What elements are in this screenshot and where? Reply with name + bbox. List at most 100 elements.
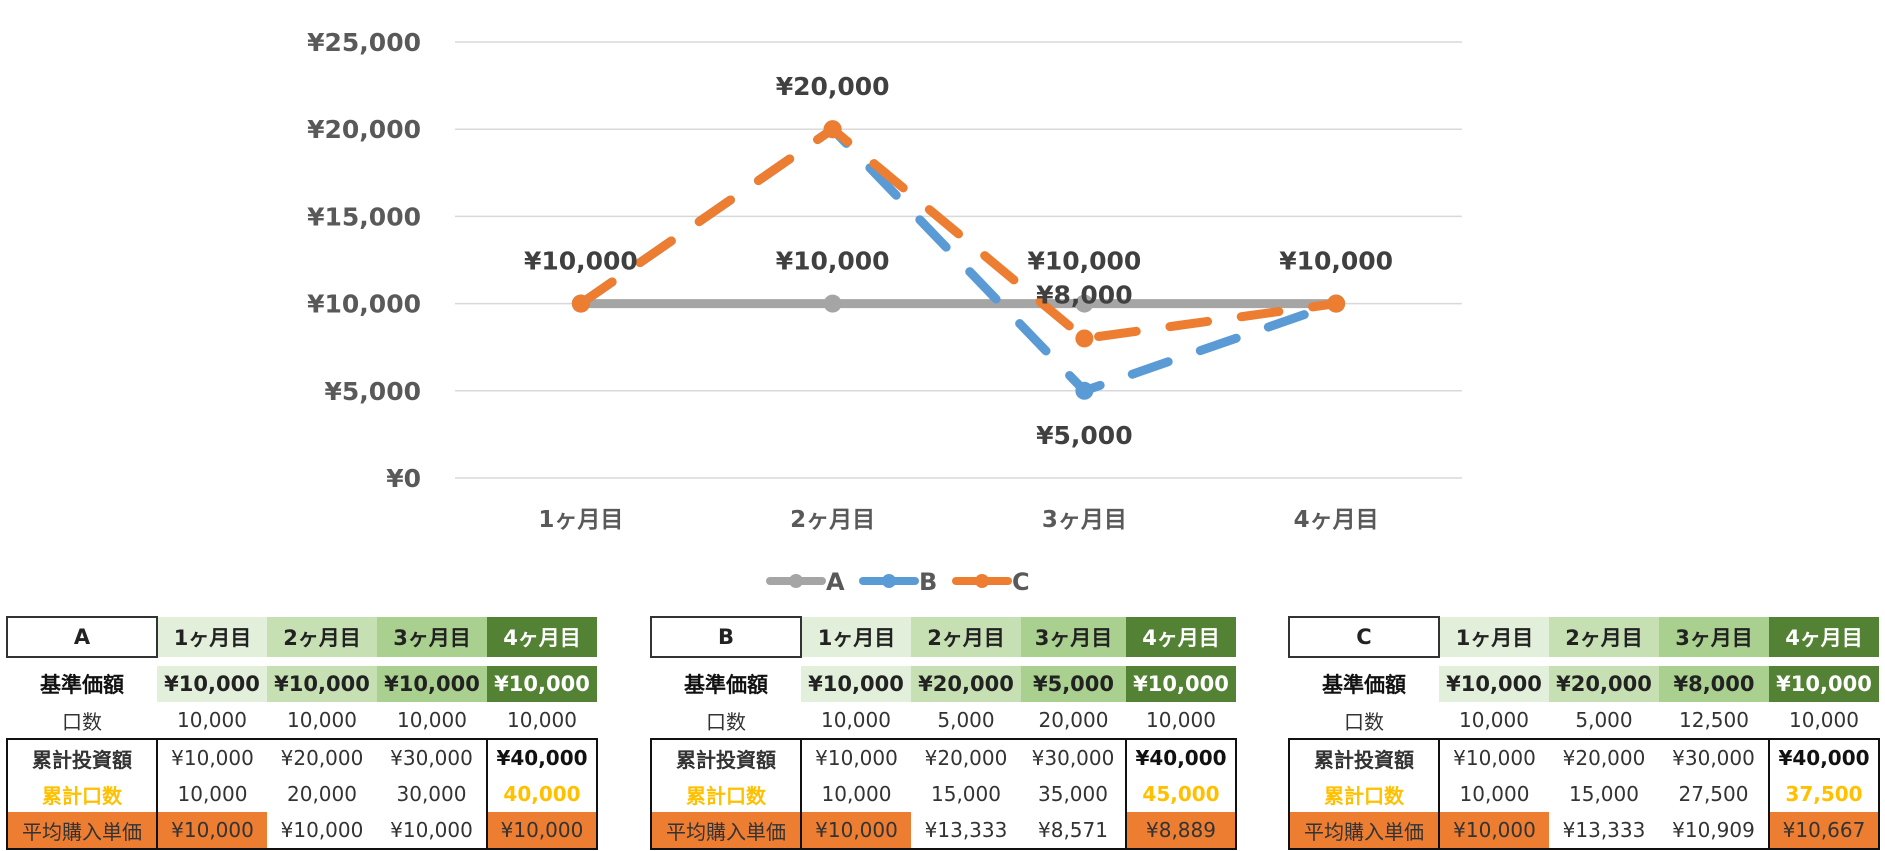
kuchi-cell: 10,000 (287, 708, 357, 732)
ruiku-cell: 27,500 (1678, 782, 1749, 806)
data-point-c (823, 120, 842, 139)
kijun-cell: ¥20,000 (911, 666, 1021, 702)
x-tick-label: 1ヶ月目 (538, 507, 623, 533)
kijun-cell: ¥8,000 (1659, 666, 1769, 702)
kijun-cell: ¥5,000 (1021, 666, 1126, 702)
ruikei-cell: ¥20,000 (267, 738, 377, 776)
month-header: 2ヶ月目 (911, 617, 1021, 657)
series-points (571, 120, 1346, 400)
kijun-cell: ¥10,000 (1439, 666, 1549, 702)
data-point-a (823, 294, 842, 313)
ruikei-cell: ¥40,000 (1125, 738, 1237, 776)
ruiku-cell: 35,000 (1038, 782, 1108, 806)
series-lines (576, 124, 1341, 396)
series-line-b (576, 124, 1341, 396)
row-label-kuchi: 口数 (706, 709, 746, 734)
ruiku-cell: 45,000 (1125, 776, 1237, 812)
data-label-c: ¥10,000 (1279, 247, 1393, 276)
kuchi-cell: 20,000 (1038, 708, 1109, 732)
avg-cell: ¥8,889 (1125, 812, 1237, 850)
table-title: C (1288, 616, 1440, 658)
ruiku-cell: 15,000 (931, 782, 1001, 806)
ruikei-cell: ¥20,000 (1549, 738, 1659, 776)
kijun-cell: ¥10,000 (377, 666, 487, 702)
ruiku-cell: 15,000 (1569, 782, 1639, 806)
kuchi-cell: 10,000 (1789, 708, 1859, 732)
row-label-kuchi: 口数 (62, 709, 102, 734)
kijun-cell: ¥10,000 (487, 666, 597, 702)
legend-label-c: C (1012, 568, 1030, 596)
data-point-c (571, 294, 590, 313)
ruiku-cell: 10,000 (177, 782, 248, 806)
month-header: 3ヶ月目 (377, 617, 487, 657)
ruiku-cell: 20,000 (287, 782, 357, 806)
data-labels: ¥10,000 ¥10,000 ¥5,000 ¥10,000 ¥20,000 ¥8,000… (524, 72, 1393, 450)
avg-cell: ¥10,667 (1768, 812, 1880, 850)
ruiku-cell: 40,000 (486, 776, 598, 812)
kuchi-cell: 10,000 (1146, 708, 1216, 732)
row-label-avg: 平均購入単価 (650, 812, 802, 850)
ruiku-cell: 37,500 (1768, 776, 1880, 812)
month-header: 2ヶ月目 (267, 617, 377, 657)
row-label-ruikei: 累計投資額 (1288, 738, 1440, 776)
ruikei-cell: ¥30,000 (1659, 738, 1769, 776)
kuchi-cell: 10,000 (507, 708, 577, 732)
data-point-b (1075, 381, 1094, 400)
data-label-b: ¥5,000 (1036, 421, 1132, 450)
kuchi-cell: 5,000 (1575, 708, 1633, 732)
ruiku-cell: 10,000 (821, 782, 892, 806)
avg-cell: ¥10,000 (377, 812, 487, 850)
month-header: 4ヶ月目 (1769, 617, 1879, 657)
table-title: B (650, 616, 802, 658)
legend-label-b: B (919, 568, 937, 596)
ruikei-cell: ¥40,000 (1768, 738, 1880, 776)
ruiku-cell: 30,000 (396, 782, 467, 806)
row-label-avg: 平均購入単価 (1288, 812, 1440, 850)
avg-cell: ¥10,000 (801, 812, 911, 850)
month-header: 1ヶ月目 (801, 617, 911, 657)
row-label-ruiku: 累計口数 (1288, 776, 1440, 812)
month-header: 4ヶ月目 (487, 617, 597, 657)
y-tick-label: ¥15,000 (307, 202, 421, 231)
row-label-avg: 平均購入単価 (6, 812, 158, 850)
y-axis-ticks: ¥0 ¥5,000 ¥10,000 ¥15,000 ¥20,000 ¥25,000 (307, 28, 421, 493)
row-label-ruiku: 累計口数 (650, 776, 802, 812)
table-a: A 1ヶ月目 2ヶ月目 3ヶ月目 4ヶ月目 基準価額 ¥10,000 ¥10,0… (6, 616, 598, 850)
avg-cell: ¥13,333 (911, 812, 1021, 850)
x-tick-label: 2ヶ月目 (790, 507, 875, 533)
table-b: B 1ヶ月目 2ヶ月目 3ヶ月目 4ヶ月目 基準価額 ¥10,000 ¥20,0… (650, 616, 1237, 850)
avg-cell: ¥10,000 (486, 812, 598, 850)
row-label-kijun: 基準価額 (1322, 673, 1406, 697)
kijun-cell: ¥10,000 (157, 666, 267, 702)
legend-marker-b (882, 574, 896, 588)
month-header: 1ヶ月目 (157, 617, 267, 657)
y-tick-label: ¥0 (386, 464, 421, 493)
ruikei-cell: ¥30,000 (377, 738, 487, 776)
ruikei-cell: ¥10,000 (801, 738, 911, 776)
data-label-c: ¥8,000 (1036, 280, 1132, 309)
series-line-c (576, 124, 1341, 343)
avg-cell: ¥13,333 (1549, 812, 1659, 850)
kuchi-cell: 5,000 (937, 708, 995, 732)
row-label-kijun: 基準価額 (684, 673, 768, 697)
y-tick-label: ¥10,000 (307, 290, 421, 319)
month-header: 3ヶ月目 (1659, 617, 1769, 657)
legend-marker-a (789, 574, 803, 588)
x-tick-label: 3ヶ月目 (1042, 507, 1127, 533)
ruikei-cell: ¥30,000 (1021, 738, 1126, 776)
ruikei-cell: ¥20,000 (911, 738, 1021, 776)
y-tick-label: ¥25,000 (307, 28, 421, 57)
line-chart: ¥0 ¥5,000 ¥10,000 ¥15,000 ¥20,000 ¥25,000 1ヶ月… (307, 28, 1462, 596)
y-tick-label: ¥5,000 (325, 377, 421, 406)
avg-cell: ¥10,000 (157, 812, 267, 850)
data-point-c (1075, 329, 1094, 348)
month-header: 3ヶ月目 (1021, 617, 1126, 657)
legend-label-a: A (826, 568, 845, 596)
kuchi-cell: 12,500 (1679, 708, 1749, 732)
row-label-kijun: 基準価額 (40, 673, 124, 697)
kuchi-cell: 10,000 (821, 708, 891, 732)
month-header: 1ヶ月目 (1439, 617, 1549, 657)
kijun-cell: ¥10,000 (1769, 666, 1879, 702)
row-label-ruiku: 累計口数 (6, 776, 158, 812)
data-point-c (1327, 294, 1346, 313)
